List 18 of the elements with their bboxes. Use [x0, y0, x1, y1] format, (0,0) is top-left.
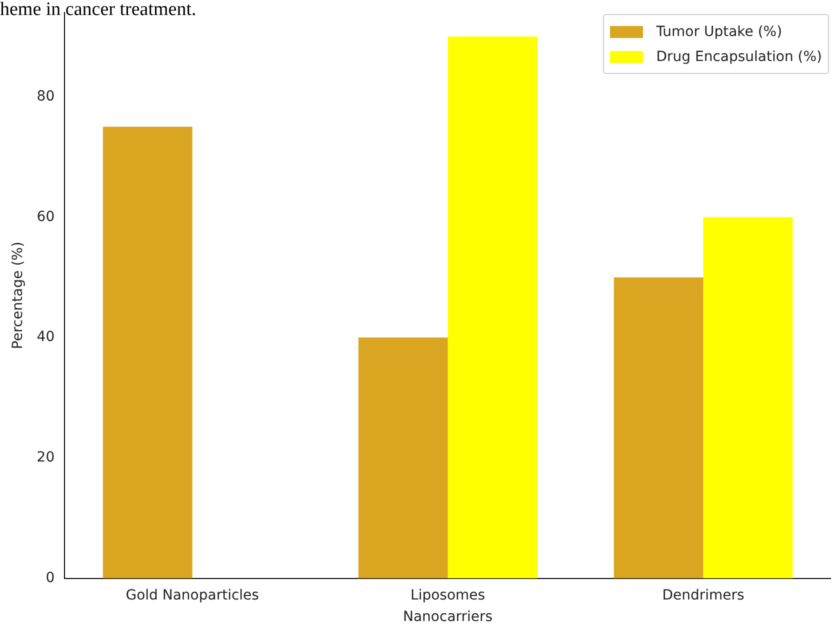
bar — [703, 217, 793, 578]
x-tick-label: Liposomes — [410, 587, 486, 604]
legend-label: Drug Encapsulation (%) — [656, 48, 822, 64]
y-tick-label: 60 — [36, 208, 55, 225]
y-tick-label: 80 — [36, 88, 55, 104]
x-axis-title: Nanocarriers — [403, 609, 493, 626]
x-tick-label: Dendrimers — [662, 587, 744, 604]
y-tick-label: 40 — [36, 329, 55, 346]
y-tick-label: 0 — [46, 570, 55, 586]
legend-label: Tumor Uptake (%) — [656, 24, 782, 40]
annotation: heme in cancer treatment. — [0, 0, 196, 20]
bar — [358, 338, 448, 578]
bar — [102, 126, 192, 578]
y-axis-title: Percentage (%) — [10, 242, 26, 350]
bar — [448, 36, 538, 578]
x-tick-label: Gold Nanoparticles — [126, 587, 259, 604]
y-tick-label: 20 — [36, 450, 55, 466]
bar — [614, 277, 704, 578]
